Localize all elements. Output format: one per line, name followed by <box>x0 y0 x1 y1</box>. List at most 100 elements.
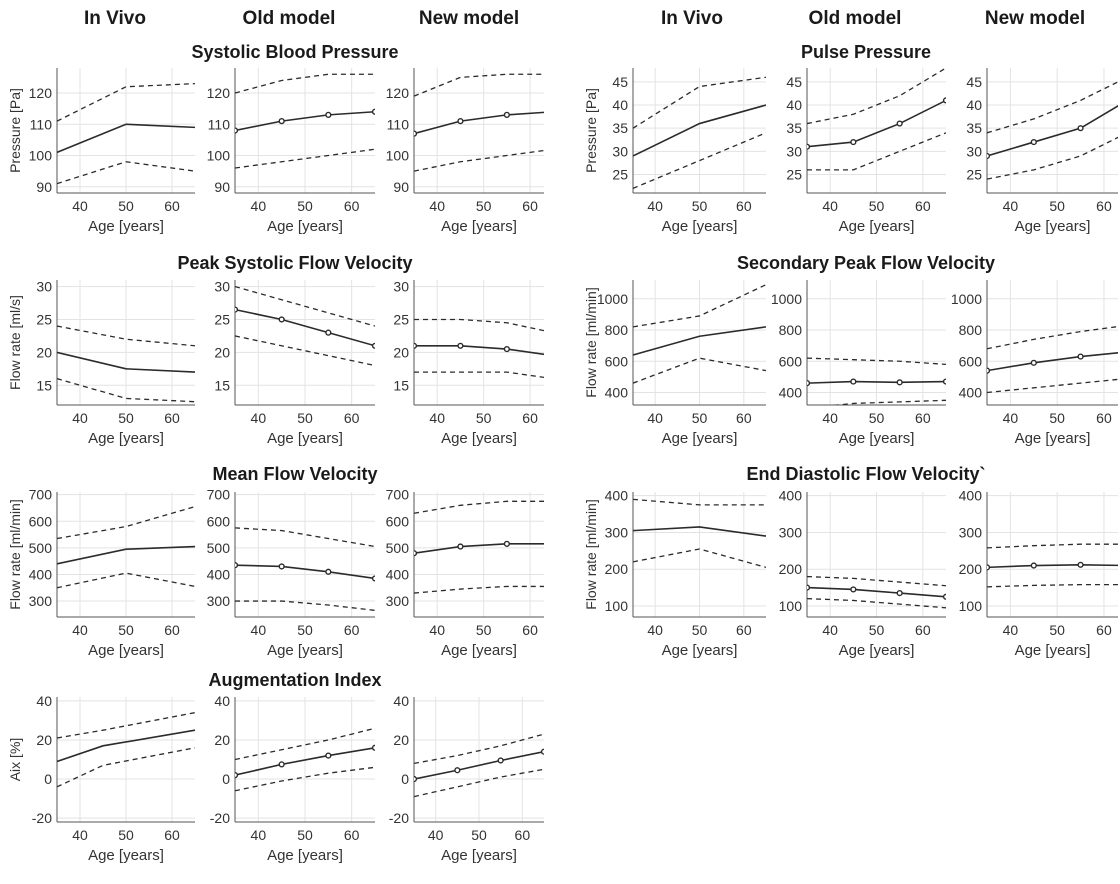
y-tick-label: 0 <box>401 771 409 787</box>
series-line-dashed <box>633 548 766 568</box>
y-tick-label: 1000 <box>951 291 982 307</box>
series-line-dashed <box>235 148 375 169</box>
data-point <box>457 342 464 349</box>
x-tick-label: 50 <box>476 622 492 638</box>
y-tick-label: 600 <box>207 513 231 529</box>
x-tick-label: 60 <box>344 410 360 426</box>
x-tick-label: 40 <box>429 410 445 426</box>
column-header-new-model-right: New model <box>984 8 1086 29</box>
x-axis-label: Age [years] <box>441 642 517 659</box>
x-tick-label: 40 <box>822 622 838 638</box>
y-tick-label: 40 <box>393 693 409 709</box>
x-tick-label: 50 <box>297 410 313 426</box>
data-point <box>457 118 464 125</box>
x-tick-label: 50 <box>118 622 134 638</box>
series-line-mean <box>235 308 375 347</box>
y-tick-label: 200 <box>779 561 803 577</box>
data-point <box>414 775 418 783</box>
series-line-mean <box>414 344 544 356</box>
plot-area <box>987 325 1118 394</box>
panel-pulse-pressure-new-model: 40 50 60 25 30 35 40 45 Age [years] <box>966 68 1118 235</box>
y-tick-label: 700 <box>29 487 53 503</box>
group-title-pulse-pressure: Pulse Pressure <box>800 42 932 62</box>
y-tick-label: 100 <box>605 598 629 614</box>
x-tick-label: 40 <box>647 198 663 214</box>
y-tick-label: 90 <box>393 179 409 195</box>
y-tick-label: 400 <box>386 566 410 582</box>
y-axis-label: Flow rate [ml/s] <box>7 295 23 390</box>
series-line-mean <box>57 729 195 763</box>
y-tick-label: 25 <box>393 311 409 327</box>
y-tick-label: 400 <box>959 385 983 401</box>
y-tick-label: 600 <box>29 513 53 529</box>
data-point <box>1077 125 1084 132</box>
data-point <box>278 761 285 768</box>
y-tick-label: 25 <box>786 166 802 182</box>
x-axis-label: Age [years] <box>1015 218 1091 235</box>
data-point <box>371 342 375 349</box>
data-point <box>325 568 332 575</box>
y-tick-label: -20 <box>32 810 52 826</box>
y-tick-label: 20 <box>36 344 52 360</box>
x-tick-label: 50 <box>471 827 487 843</box>
x-tick-label: 60 <box>1096 410 1112 426</box>
data-point <box>371 744 375 751</box>
series-line-dashed <box>235 73 375 94</box>
y-tick-label: 20 <box>393 732 409 748</box>
column-header-new-model-left: New model <box>418 8 520 29</box>
panel-systolic-blood-pressure-old-model: 40 50 60 90 100 110 120 Age [years] <box>207 68 375 235</box>
data-point <box>540 748 544 755</box>
data-point <box>278 316 285 323</box>
data-point <box>807 143 811 150</box>
y-axis-label: Aix [%] <box>7 738 23 782</box>
plot-area <box>414 318 544 379</box>
y-tick-label: 20 <box>393 344 409 360</box>
series-line-dashed <box>414 73 544 97</box>
data-point <box>325 329 332 336</box>
x-tick-label: 50 <box>869 410 885 426</box>
y-tick-label: 300 <box>779 524 803 540</box>
y-tick-label: 40 <box>966 97 982 113</box>
y-tick-label: 120 <box>207 85 231 101</box>
panel-peak-systolic-flow-velocity-new-model: 40 50 60 15 20 25 30 Age [years] <box>393 279 544 447</box>
y-tick-label: 400 <box>605 488 629 504</box>
data-point <box>497 757 504 764</box>
y-tick-label: 15 <box>36 377 52 393</box>
y-tick-label: 110 <box>387 116 410 132</box>
series-line-mean <box>987 105 1118 157</box>
y-tick-label: 30 <box>36 279 52 295</box>
plot-area <box>807 357 946 405</box>
series-line-dashed <box>987 325 1118 350</box>
y-tick-label: 400 <box>779 385 803 401</box>
x-axis-label: Age [years] <box>88 430 164 447</box>
x-axis-label: Age [years] <box>1015 430 1091 447</box>
x-tick-label: 60 <box>736 198 752 214</box>
x-tick-label: 50 <box>476 198 492 214</box>
plot-area <box>235 727 375 792</box>
y-tick-label: 40 <box>36 693 52 709</box>
data-point <box>850 586 857 593</box>
y-tick-label: 0 <box>44 771 52 787</box>
data-point <box>235 772 239 779</box>
series-line-mean <box>633 526 766 537</box>
x-tick-label: 60 <box>736 410 752 426</box>
data-point <box>235 562 239 569</box>
data-point <box>807 380 811 387</box>
data-point <box>850 378 857 385</box>
y-tick-label: 90 <box>214 179 230 195</box>
y-tick-label: 500 <box>386 540 410 556</box>
panel-end-diastolic-flow-velocity-in-vivo: 40 50 60 100 200 300 400 Age [years] Flow rate [… <box>583 488 766 659</box>
y-tick-label: 600 <box>605 353 629 369</box>
data-point <box>235 127 239 134</box>
panel-systolic-blood-pressure-new-model: 40 50 60 90 100 110 120 Age [years] <box>386 68 544 235</box>
data-point <box>987 564 991 571</box>
x-tick-label: 50 <box>118 410 134 426</box>
plot-area <box>235 73 375 169</box>
x-tick-label: 60 <box>522 198 538 214</box>
panel-end-diastolic-flow-velocity-new-model: 40 50 60 100 200 300 400 Age [years] <box>959 488 1118 659</box>
series-line-mean <box>414 111 544 135</box>
x-tick-label: 40 <box>251 410 267 426</box>
x-tick-label: 60 <box>515 827 531 843</box>
series-line-mean <box>57 351 195 373</box>
x-tick-label: 60 <box>164 198 180 214</box>
